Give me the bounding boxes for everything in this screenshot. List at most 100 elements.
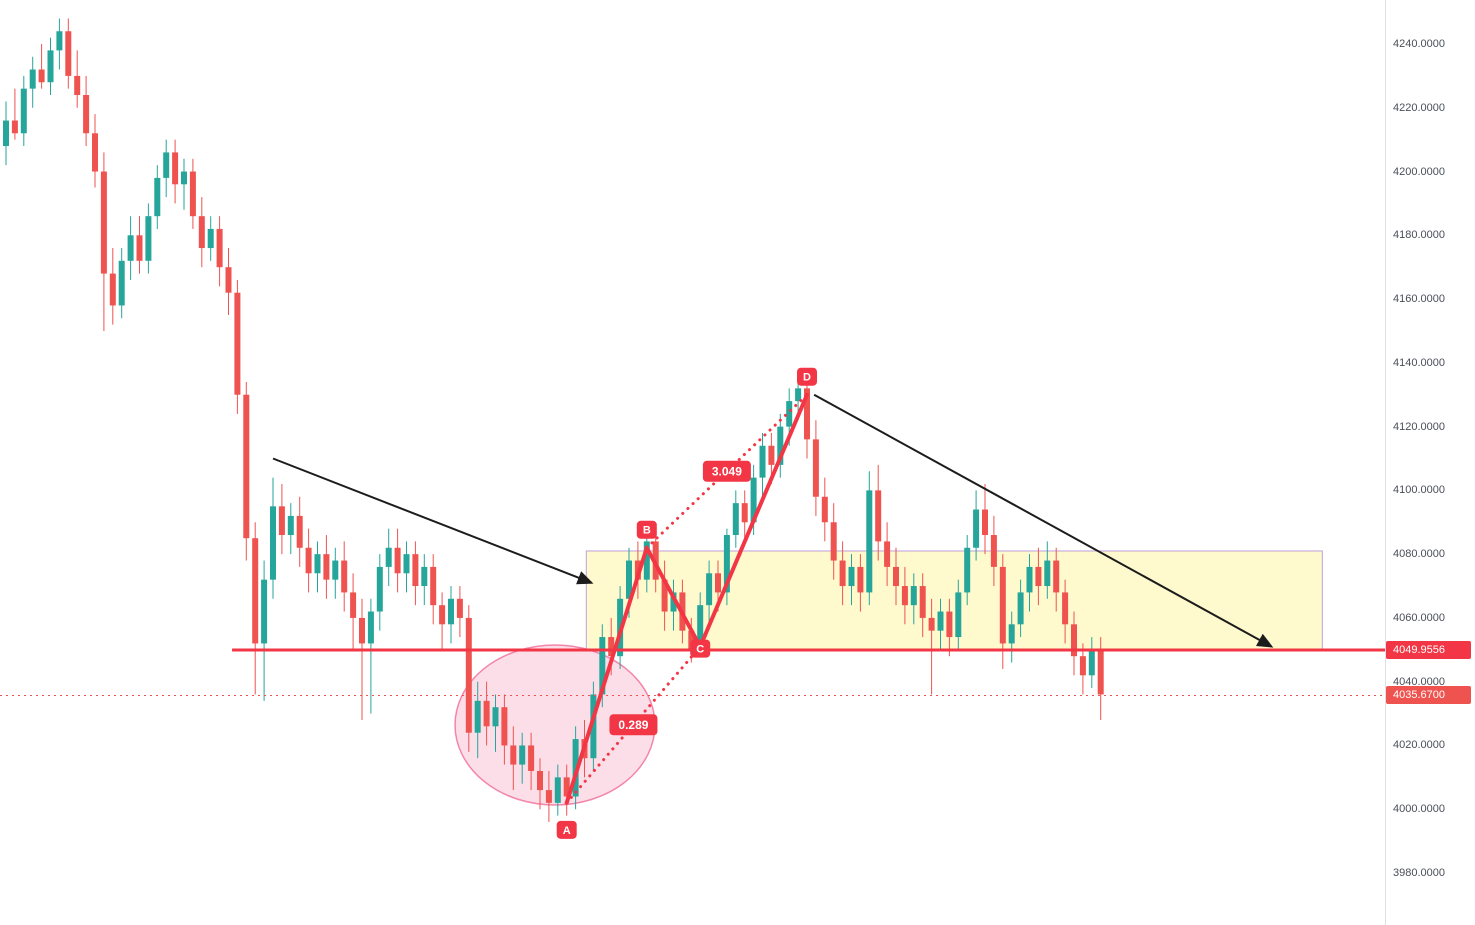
candle xyxy=(528,732,535,791)
price-axis-badge: 4035.6700 xyxy=(1386,686,1471,705)
price-axis-label: 4160.0000 xyxy=(1393,293,1445,306)
candle xyxy=(109,248,116,325)
candle xyxy=(848,554,855,606)
candle xyxy=(999,554,1006,669)
candle xyxy=(545,770,552,822)
candle xyxy=(973,490,980,561)
candle xyxy=(270,477,276,599)
candle xyxy=(430,554,437,625)
candle xyxy=(1026,554,1033,612)
candle xyxy=(74,50,81,108)
candle xyxy=(857,554,864,612)
point-badge-D[interactable]: D xyxy=(797,367,817,386)
candle xyxy=(278,484,285,555)
candle xyxy=(65,18,72,89)
candle xyxy=(590,681,597,771)
candle xyxy=(163,139,170,198)
trend-arrow-1[interactable] xyxy=(272,457,594,585)
candle xyxy=(1071,611,1077,676)
price-axis-label: 4020.0000 xyxy=(1393,739,1445,752)
candle xyxy=(884,522,891,587)
candle xyxy=(946,598,953,657)
price-axis-label: 4080.0000 xyxy=(1393,548,1445,561)
candle xyxy=(812,420,819,516)
candle xyxy=(394,528,401,593)
point-badge-C[interactable]: C xyxy=(690,639,711,658)
price-axis-label: 4220.0000 xyxy=(1393,101,1445,114)
fib-extension-line-BD[interactable] xyxy=(645,393,809,550)
candle xyxy=(350,573,357,650)
trend-arrow-2[interactable] xyxy=(813,393,1274,648)
candle xyxy=(910,573,917,625)
candle xyxy=(492,694,499,752)
candle xyxy=(483,681,490,746)
candle xyxy=(741,490,748,542)
fib-extension-label[interactable]: 3.049 xyxy=(702,460,751,482)
abcd-pattern-line-BC[interactable] xyxy=(644,545,703,649)
price-axis-label: 4200.0000 xyxy=(1393,165,1445,178)
candle xyxy=(189,158,196,229)
candle xyxy=(901,566,908,625)
candle xyxy=(448,586,454,644)
fib-extension-label[interactable]: 0.289 xyxy=(609,714,658,736)
candle xyxy=(563,764,570,816)
abcd-pattern-line-CD[interactable] xyxy=(698,392,809,649)
candle xyxy=(955,579,962,650)
price-axis-badge: 4049.9556 xyxy=(1386,640,1471,659)
fib-extension-line-AC[interactable] xyxy=(565,645,702,805)
candle xyxy=(314,541,321,593)
price-axis-label: 3980.0000 xyxy=(1393,867,1445,879)
candle xyxy=(154,165,161,229)
price-axis-label: 4060.0000 xyxy=(1393,611,1445,624)
candle xyxy=(1079,643,1086,695)
candle xyxy=(643,528,650,593)
chart-plot-area[interactable]: 0.289 3.049 A B C D xyxy=(0,0,1385,925)
candle xyxy=(3,101,9,166)
candle xyxy=(732,490,739,548)
candle xyxy=(661,560,668,631)
candle xyxy=(759,432,766,497)
candle xyxy=(839,541,846,606)
candle xyxy=(11,88,18,140)
candle xyxy=(830,503,837,580)
candle xyxy=(474,681,481,759)
candle xyxy=(403,541,410,593)
candle xyxy=(990,515,997,587)
candle xyxy=(439,592,446,650)
svg-text:0.289: 0.289 xyxy=(618,718,648,732)
candle xyxy=(341,541,348,612)
candle xyxy=(118,248,125,319)
candle xyxy=(866,471,873,606)
candle xyxy=(919,573,926,638)
candle xyxy=(323,535,330,599)
candle xyxy=(982,484,988,555)
candle xyxy=(145,203,152,274)
candle xyxy=(723,528,730,606)
candle xyxy=(501,694,508,765)
candle xyxy=(554,764,561,816)
price-axis-label: 4240.0000 xyxy=(1393,38,1445,50)
candle xyxy=(136,216,143,274)
candle xyxy=(198,197,205,268)
candle xyxy=(421,554,428,606)
consolidation-zone-rectangle[interactable] xyxy=(585,550,1323,651)
price-axis-label: 4140.0000 xyxy=(1393,356,1445,369)
svg-text:D: D xyxy=(803,372,811,384)
candle xyxy=(1062,579,1069,644)
candle xyxy=(875,464,882,561)
candle xyxy=(287,503,294,555)
candle xyxy=(1053,547,1060,612)
candle xyxy=(519,732,526,784)
candle xyxy=(367,598,374,714)
candle xyxy=(38,44,45,89)
price-axis[interactable]: 4240.0000 4220.0000 4200.0000 4180.0000 4160… xyxy=(1385,0,1475,925)
point-badge-B[interactable]: B xyxy=(636,520,657,539)
abcd-pattern-line-AB[interactable] xyxy=(564,545,649,805)
candle xyxy=(305,528,312,593)
candle xyxy=(537,758,543,810)
price-axis-label: 4120.0000 xyxy=(1393,420,1445,433)
svg-text:3.049: 3.049 xyxy=(712,465,742,479)
point-badge-A[interactable]: A xyxy=(556,820,577,839)
candle xyxy=(964,535,971,606)
